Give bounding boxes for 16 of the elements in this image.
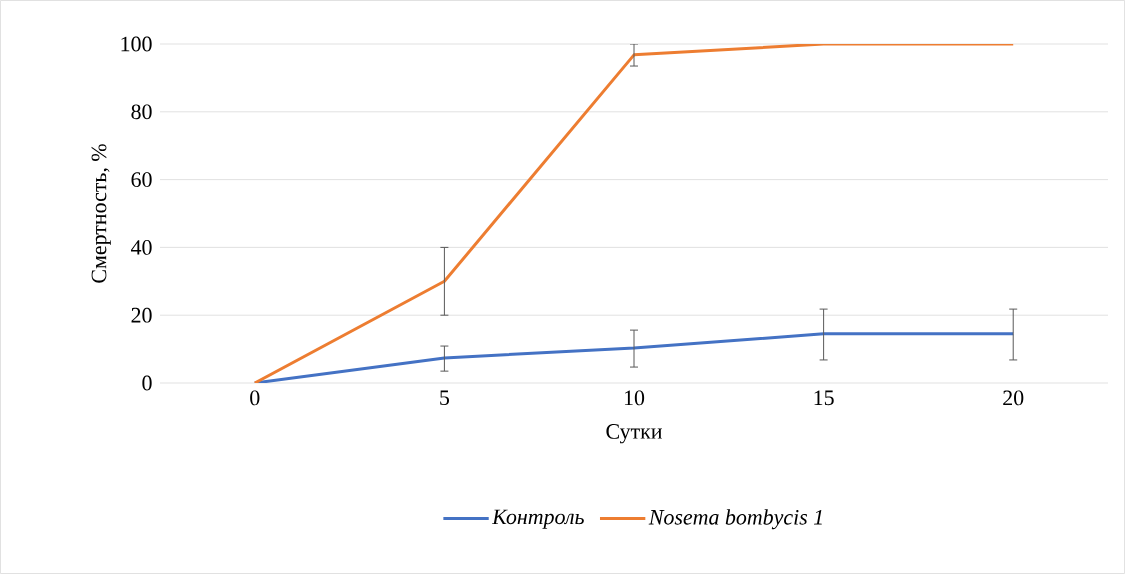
x-tick-label: 0 bbox=[250, 390, 260, 406]
y-tick-label: 0 bbox=[142, 375, 152, 391]
y-tick-label: 80 bbox=[131, 104, 152, 120]
legend-label: Nosema bombycis 1 bbox=[648, 509, 822, 530]
y-axis-title: Смертность, % bbox=[91, 144, 111, 283]
y-tick-label: 100 bbox=[121, 36, 152, 52]
x-tick-label: 15 bbox=[814, 390, 834, 406]
line-series bbox=[253, 44, 1015, 383]
x-tick-label: 10 bbox=[624, 390, 645, 406]
x-axis-title: Сутки bbox=[606, 424, 663, 444]
y-tick-label: 40 bbox=[131, 240, 152, 255]
legend-label: Контроль bbox=[491, 509, 584, 529]
x-tick-label: 5 bbox=[440, 390, 450, 406]
y-tick-label: 20 bbox=[131, 307, 152, 323]
y-tick-label: 60 bbox=[131, 172, 152, 187]
x-tick-label: 20 bbox=[1003, 390, 1024, 406]
